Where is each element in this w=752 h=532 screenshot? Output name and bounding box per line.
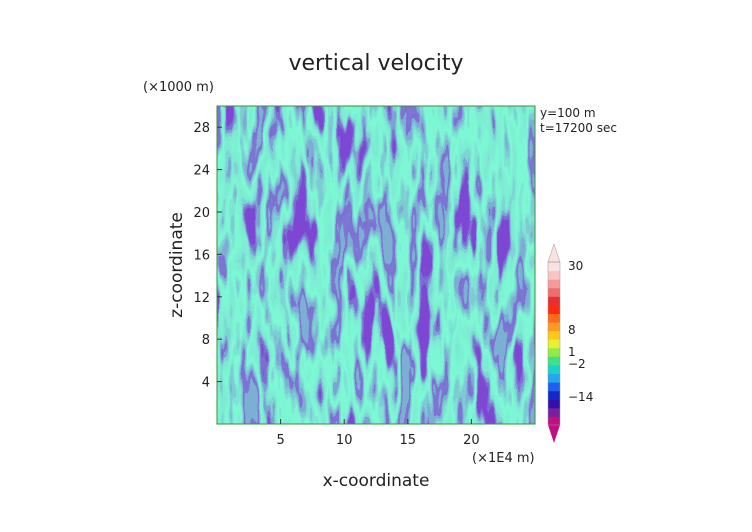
plot-area [216,105,536,425]
colorbar-segment [548,339,560,349]
colorbar-segment [548,313,560,323]
colorbar-segment [548,399,560,409]
x-tick-label: 20 [463,433,480,448]
colorbar-segment [548,416,560,426]
colorbar-segment [548,270,560,280]
y-unit-label: (×1000 m) [143,80,214,95]
annotation-time: t=17200 sec [540,121,617,135]
chart-title: vertical velocity [288,51,463,76]
y-axis: 4 8 12 16 20 24 28 [193,121,222,391]
y-axis-label: z-coordinate [167,212,187,318]
colorbar-segment [548,347,560,357]
colorbar: 30 8 1−2 −14 [547,243,593,443]
colorbar-segment [548,322,560,332]
colorbar-frame [547,261,561,426]
x-axis: 5 10 15 20 [276,419,480,448]
colorbar-segment [548,364,560,375]
x-unit-label: (×1E4 m) [472,451,535,466]
colorbar-segment [548,304,560,314]
colorbar-segment [548,356,560,366]
colorbar-segment [548,373,560,383]
y-tick-label: 28 [193,121,210,136]
heatmap-field [217,106,535,424]
colorbar-segment [548,407,560,417]
y-tick-label: 8 [202,333,210,348]
colorbar-label: 8 [568,323,576,337]
colorbar-segment [548,296,560,306]
colorbar-segment [548,382,560,392]
x-tick-label: 10 [336,433,353,448]
y-tick-label: 4 [202,376,210,391]
colorbar-segment [548,279,560,289]
x-tick-label: 5 [276,433,284,448]
colorbar-label: 1 [568,345,576,359]
colorbar-segment [548,262,560,272]
colorbar-segment [548,287,560,297]
colorbar-top-cap [547,243,561,263]
x-axis-label: x-coordinate [323,471,430,491]
y-tick-label: 20 [193,206,210,221]
y-tick-label: 12 [193,291,210,306]
colorbar-label: −14 [568,390,593,404]
colorbar-segment [548,330,560,340]
colorbar-segment [548,390,560,400]
y-tick-label: 24 [193,164,210,179]
y-tick-label: 16 [193,248,210,263]
colorbar-label: 30 [568,259,583,273]
plot-frame [216,105,536,425]
x-tick-label: 15 [400,433,417,448]
colorbar-bottom-cap [548,425,560,443]
annotation-y-position: y=100 m [540,106,596,120]
colorbar-label: −2 [568,357,586,371]
